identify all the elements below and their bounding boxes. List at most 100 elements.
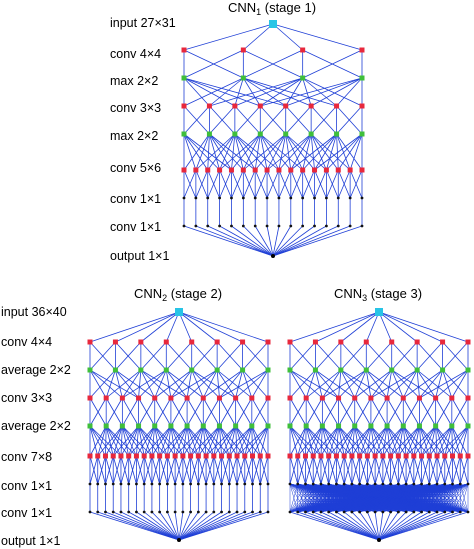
conv-node: [465, 453, 471, 459]
edge: [416, 369, 436, 399]
edge: [242, 341, 269, 371]
edge: [435, 369, 469, 399]
conv-node: [364, 453, 370, 459]
conv-node: [457, 453, 463, 459]
edge: [289, 483, 383, 513]
layer-label: conv 7×8: [1, 450, 52, 464]
small-node: [158, 510, 162, 514]
edge: [302, 133, 312, 171]
edge: [359, 455, 368, 485]
edge: [219, 425, 246, 457]
edge: [120, 511, 180, 541]
small-node: [142, 510, 146, 514]
small-node: [342, 482, 346, 486]
nodes-cnn3: [287, 308, 471, 542]
edge: [365, 311, 380, 343]
edge: [402, 397, 420, 427]
edge: [365, 369, 372, 399]
edge: [105, 425, 130, 457]
small-node: [165, 482, 169, 486]
edge: [390, 455, 399, 485]
edge: [122, 369, 142, 399]
edge: [138, 369, 142, 399]
edge: [336, 77, 363, 107]
small-node: [348, 196, 352, 200]
small-node: [204, 510, 208, 514]
conv-node: [184, 395, 190, 401]
edge: [305, 425, 337, 457]
edge: [105, 425, 114, 457]
small-node: [336, 224, 340, 228]
edge: [205, 455, 215, 485]
edge: [310, 133, 315, 171]
small-node: [235, 482, 239, 486]
conv-node: [287, 395, 293, 401]
edge: [460, 483, 469, 513]
conv-node: [181, 167, 187, 173]
edge: [138, 425, 145, 457]
layer-label: output 1×1: [110, 249, 169, 263]
small-node: [336, 196, 340, 200]
conv-node: [310, 453, 316, 459]
edges-cnn1: [183, 23, 363, 257]
small-node: [194, 224, 198, 228]
edge: [419, 425, 446, 457]
edge: [403, 369, 443, 399]
edge: [235, 397, 253, 427]
edge: [344, 483, 469, 513]
edge: [354, 425, 376, 457]
edge: [219, 425, 238, 457]
layer-label: max 2×2: [110, 129, 158, 143]
small-node: [296, 482, 300, 486]
conv-node: [87, 395, 93, 401]
edge: [349, 169, 363, 199]
edge: [374, 511, 380, 541]
conv-node: [211, 453, 217, 459]
edge: [207, 133, 236, 171]
edge: [386, 397, 404, 427]
small-node: [304, 510, 307, 514]
conv-node: [283, 103, 289, 109]
edge: [136, 455, 145, 485]
small-node: [196, 510, 200, 514]
edge: [251, 369, 269, 399]
edge: [378, 311, 418, 343]
edge: [209, 77, 303, 107]
small-node: [265, 196, 269, 200]
edge: [105, 425, 137, 457]
edge: [459, 455, 469, 485]
edge: [209, 133, 256, 171]
edge: [315, 369, 339, 399]
edge: [375, 483, 469, 513]
edge: [402, 425, 422, 457]
conv-node: [203, 453, 209, 459]
edge: [328, 511, 380, 541]
edge: [154, 369, 167, 399]
pool-node: [189, 367, 195, 373]
edge: [89, 369, 123, 399]
edge: [252, 455, 261, 485]
small-node: [389, 482, 393, 486]
edge: [178, 511, 238, 541]
edge: [178, 511, 269, 541]
edge: [243, 225, 274, 257]
edge: [322, 425, 345, 457]
small-node: [189, 482, 193, 486]
conv-node: [217, 167, 223, 173]
conv-node: [265, 339, 271, 345]
conv-node: [181, 47, 187, 53]
edge: [289, 483, 329, 513]
edge: [89, 425, 106, 457]
edge: [219, 133, 236, 171]
small-node: [230, 224, 233, 228]
edge: [378, 511, 391, 541]
pool-node: [287, 367, 293, 373]
small-node: [348, 224, 352, 228]
small-node: [319, 510, 323, 514]
edge: [167, 455, 176, 485]
conv-node: [141, 453, 147, 459]
edge: [115, 369, 139, 399]
edge: [236, 455, 246, 485]
edge: [183, 133, 209, 171]
edge: [140, 369, 188, 399]
